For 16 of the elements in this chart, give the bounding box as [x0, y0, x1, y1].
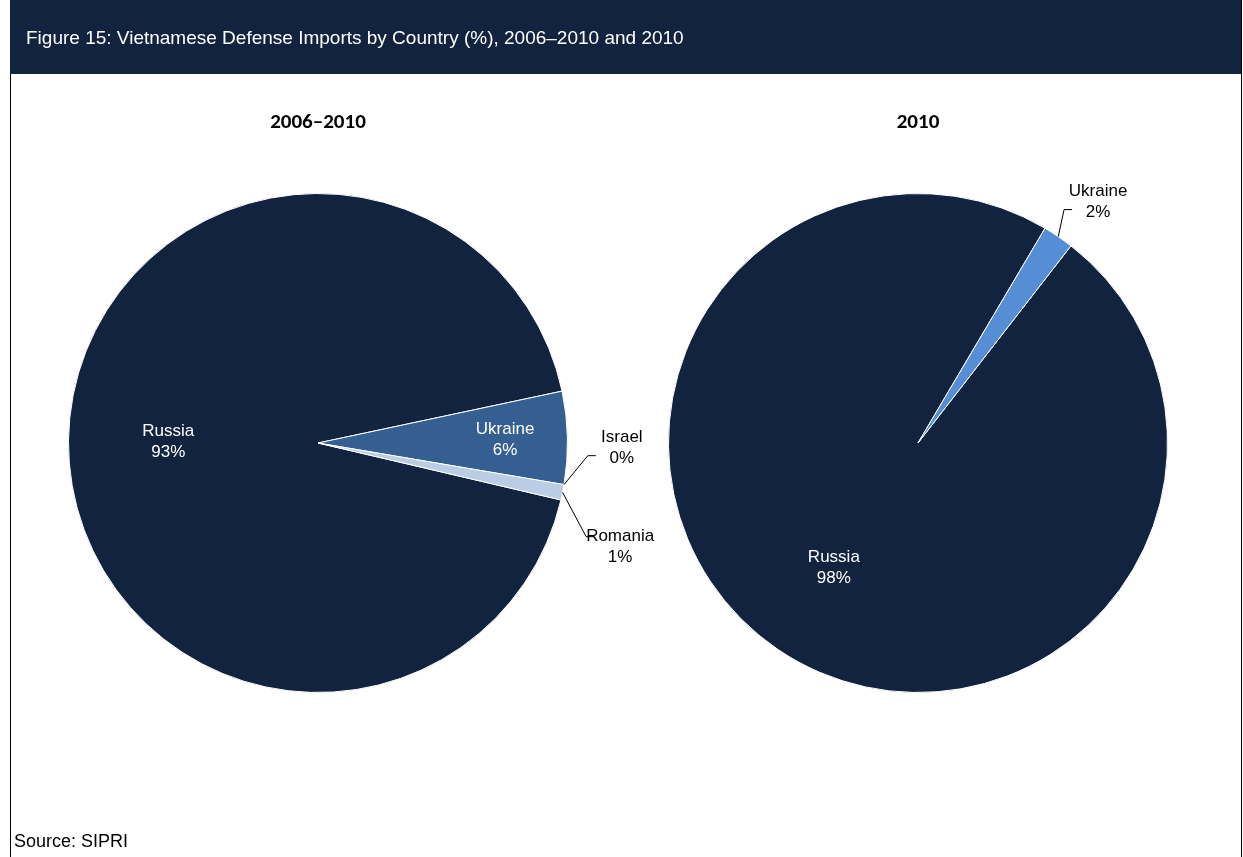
source-note: Source: SIPRI: [14, 831, 129, 852]
data-label: 98%: [816, 567, 851, 587]
slice-label: Ukraine: [1068, 181, 1128, 201]
chart-title: 2006–2010: [269, 108, 367, 134]
data-label: 93%: [151, 442, 186, 462]
chart-title: 2010: [895, 108, 941, 134]
data-label: 1%: [607, 547, 633, 567]
text: 0%: [609, 448, 635, 468]
text: Figure 15: Vietnamese Defense Imports by Country (%), 2006–2010 and 2010: [10, 0, 1241, 74]
data-label: 2%: [1085, 202, 1111, 222]
data-label: 6%: [492, 439, 518, 459]
slice-label: Romania: [586, 526, 655, 546]
slice-label: Russia: [142, 421, 195, 441]
slice-label: Ukraine: [475, 418, 535, 438]
slice-label: Russia: [807, 546, 861, 566]
category-label: Israel: [601, 427, 643, 447]
